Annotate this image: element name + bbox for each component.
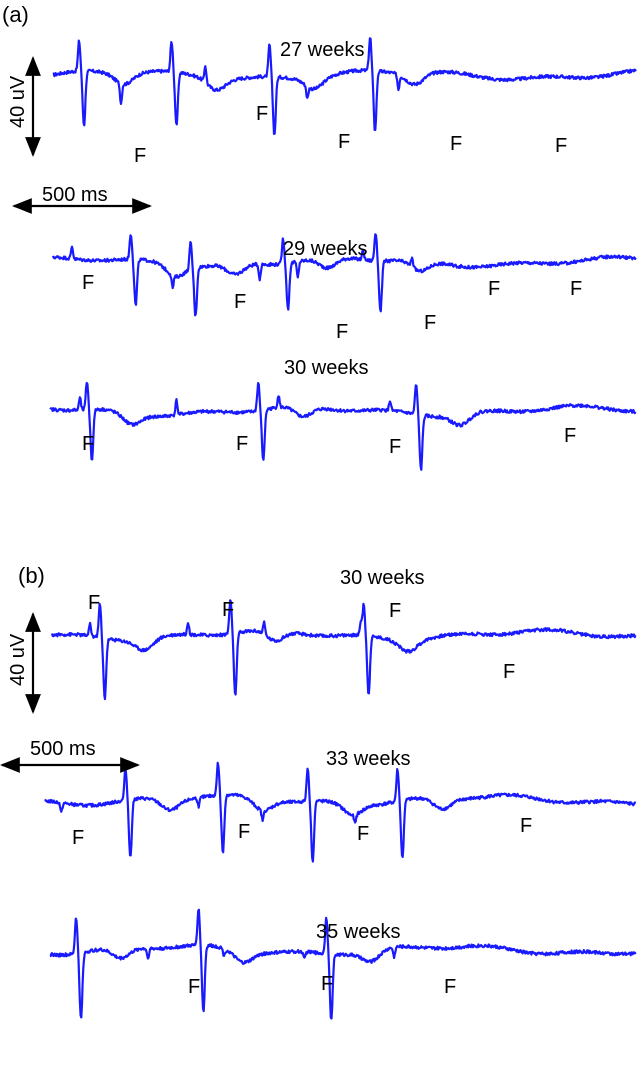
- fetal-marker: F: [72, 827, 84, 849]
- fetal-marker: F: [424, 312, 436, 334]
- fetal-marker: F: [389, 600, 401, 622]
- fetal-marker: F: [256, 103, 268, 125]
- ecg-trace-b-30-weeks: [50, 599, 637, 701]
- time-scale-label-b: 500 ms: [30, 738, 96, 760]
- fetal-marker: F: [338, 131, 350, 153]
- trace-title-a-27w: 27 weeks: [280, 39, 365, 61]
- fetal-marker: F: [444, 976, 456, 998]
- ecg-trace-b-35-weeks: [49, 908, 637, 1020]
- panel-a: (a) 40 uV 500 ms 27 weeks 29 weeks 30 we…: [2, 2, 582, 458]
- trace-title-b-35w: 35 weeks: [316, 921, 401, 943]
- fetal-marker: F: [82, 272, 94, 294]
- panel-b-label: (b): [18, 563, 45, 588]
- fetal-marker: F: [555, 135, 567, 157]
- panel-a-label: (a): [2, 2, 29, 27]
- fetal-marker: F: [321, 973, 333, 995]
- fetal-marker: F: [188, 976, 200, 998]
- fetal-marker: F: [336, 321, 348, 343]
- fetal-marker: F: [520, 815, 532, 837]
- ecg-traces: [44, 37, 637, 1020]
- fetal-marker: F: [503, 661, 515, 683]
- fetal-marker: F: [222, 599, 234, 621]
- fetal-marker: F: [357, 823, 369, 845]
- fetal-marker: F: [564, 425, 576, 447]
- trace-title-a-29w: 29 weeks: [283, 238, 368, 260]
- fetal-marker: F: [238, 821, 250, 843]
- fetal-marker: F: [570, 278, 582, 300]
- fetal-marker: F: [236, 433, 248, 455]
- amplitude-scale-label-a: 40 uV: [7, 75, 29, 128]
- trace-title-b-33w: 33 weeks: [326, 748, 411, 770]
- fetal-marker: F: [82, 433, 94, 455]
- fetal-marker: F: [88, 592, 100, 614]
- ecg-trace-a-30-weeks: [49, 381, 637, 471]
- ecg-trace-a-27-weeks: [52, 37, 637, 135]
- fetal-marker: F: [389, 436, 401, 458]
- trace-title-b-30w: 30 weeks: [340, 567, 425, 589]
- fetal-marker: F: [134, 145, 146, 167]
- ecg-trace-a-29-weeks: [51, 233, 637, 317]
- ecg-trace-b-33-weeks: [44, 761, 637, 863]
- fetal-marker: F: [450, 133, 462, 155]
- panel-b: (b) 40 uV 500 ms 30 weeks 33 weeks 35 we…: [0, 563, 532, 998]
- fetal-marker: F: [488, 278, 500, 300]
- trace-title-a-30w: 30 weeks: [284, 357, 369, 379]
- amplitude-scale-label-b: 40 uV: [7, 633, 29, 686]
- time-scale-label-a: 500 ms: [42, 184, 108, 206]
- fetal-marker: F: [234, 291, 246, 313]
